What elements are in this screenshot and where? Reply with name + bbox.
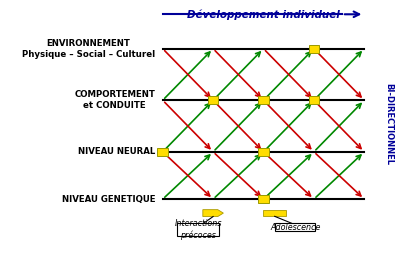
Text: Adolescence: Adolescence bbox=[270, 223, 320, 232]
Bar bbox=[258, 148, 269, 156]
FancyBboxPatch shape bbox=[177, 223, 219, 236]
Bar bbox=[208, 96, 218, 104]
Bar bbox=[258, 96, 269, 104]
FancyArrow shape bbox=[203, 210, 223, 217]
Text: ENVIRONNEMENT
Physique – Social – Culturel: ENVIRONNEMENT Physique – Social – Cultur… bbox=[22, 39, 155, 59]
Text: Interactions
précoces: Interactions précoces bbox=[174, 219, 222, 240]
Text: NIVEAU GENETIQUE: NIVEAU GENETIQUE bbox=[62, 195, 155, 204]
Bar bbox=[158, 148, 168, 156]
Text: Développement individuel: Développement individuel bbox=[187, 9, 340, 20]
Text: NIVEAU NEURAL: NIVEAU NEURAL bbox=[78, 147, 155, 156]
Bar bbox=[309, 45, 319, 53]
Text: BI-DIRECTIONNEL: BI-DIRECTIONNEL bbox=[384, 83, 393, 165]
Bar bbox=[309, 96, 319, 104]
FancyBboxPatch shape bbox=[275, 223, 315, 231]
Bar bbox=[258, 195, 269, 203]
Text: COMPORTEMENT
et CONDUITE: COMPORTEMENT et CONDUITE bbox=[75, 90, 155, 110]
Bar bbox=[264, 210, 286, 216]
